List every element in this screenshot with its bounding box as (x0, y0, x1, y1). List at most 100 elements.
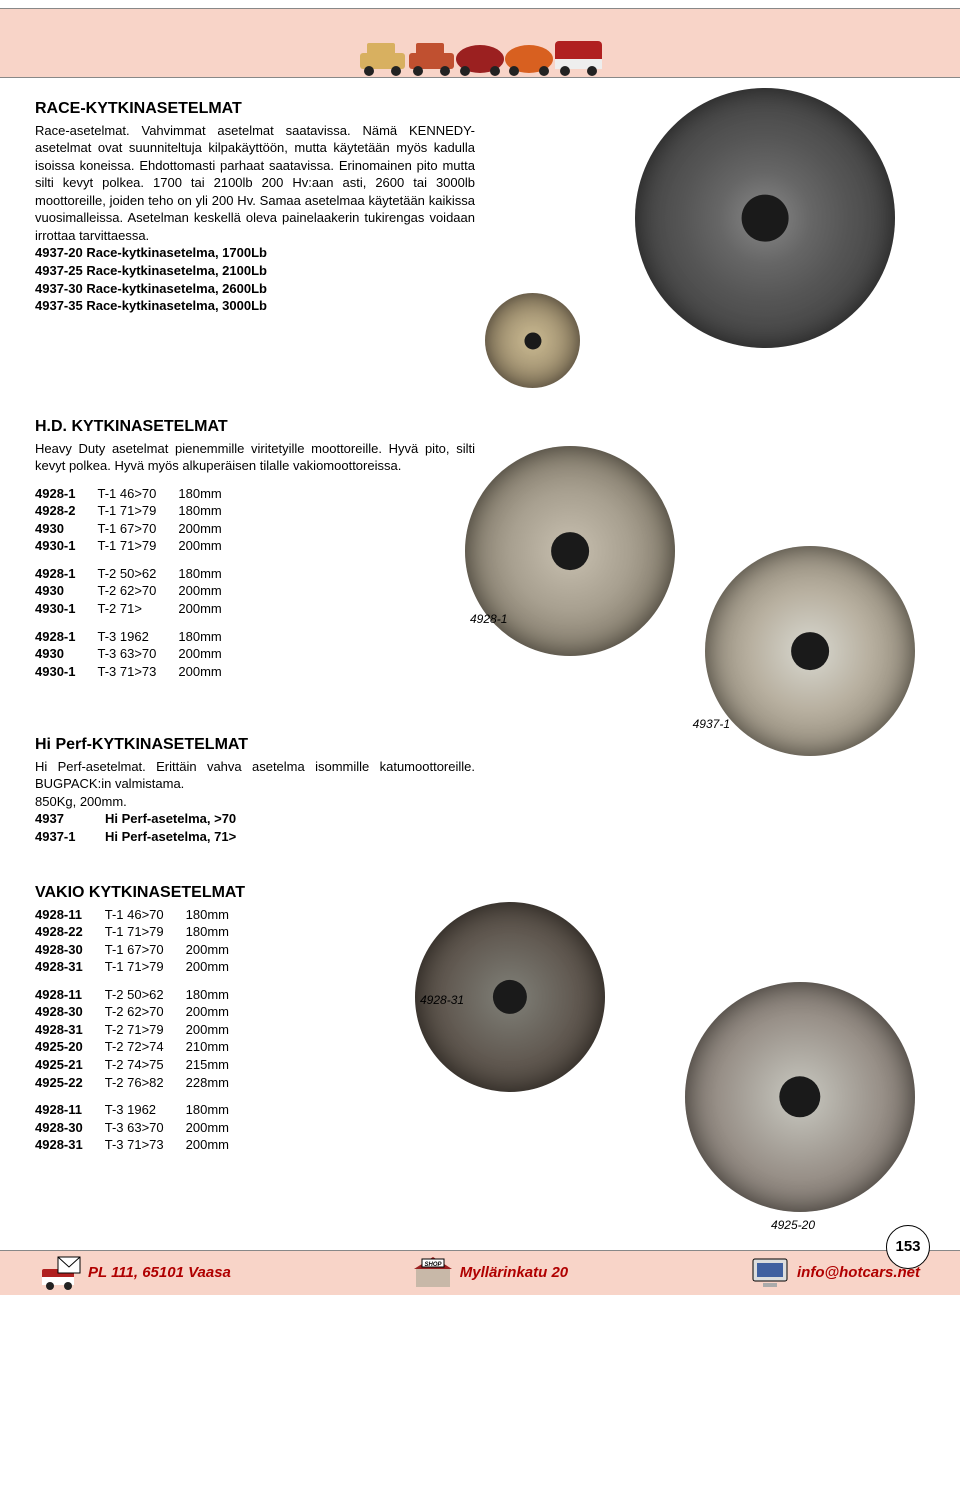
clutch-image-4937-1 (705, 546, 915, 756)
part-line: 4937-1Hi Perf-asetelma, 71> (35, 828, 925, 846)
table-cell: 4928-30 (35, 1119, 105, 1137)
table-row: 4930-1T-3 71>73200mm (35, 663, 244, 681)
table-cell: 200mm (178, 645, 243, 663)
table-cell: 4925-20 (35, 1038, 105, 1056)
mail-van-icon (40, 1255, 82, 1291)
table-cell: 4928-31 (35, 958, 105, 976)
img-label-4928-1: 4928-1 (470, 611, 507, 627)
table-cell: 4930 (35, 520, 97, 538)
table-cell: T-3 1962 (105, 1101, 186, 1119)
table-cell: T-3 1962 (97, 628, 178, 646)
table-row: 4928-30T-1 67>70200mm (35, 941, 251, 959)
table-cell: 4928-11 (35, 906, 105, 924)
table-cell: 200mm (178, 600, 243, 618)
table-cell: 4928-11 (35, 1101, 105, 1119)
table-cell: 200mm (178, 537, 243, 555)
table-row: 4928-30T-2 62>70200mm (35, 1003, 251, 1021)
table-cell: 200mm (186, 941, 251, 959)
table-cell: 180mm (178, 565, 243, 583)
table-row: 4930T-1 67>70200mm (35, 520, 244, 538)
table-cell: T-3 63>70 (97, 645, 178, 663)
table-row: 4930-1T-1 71>79200mm (35, 537, 244, 555)
table-cell: 4928-31 (35, 1136, 105, 1154)
img-label-4925-20: 4925-20 (771, 1217, 815, 1233)
computer-icon (749, 1255, 791, 1291)
table-cell: 4928-22 (35, 923, 105, 941)
section-hiperf-title: Hi Perf-KYTKINASETELMAT (35, 734, 925, 756)
table-row: 4928-31T-2 71>79200mm (35, 1021, 251, 1039)
table-cell: 4928-1 (35, 565, 97, 583)
table-row: 4928-1T-3 1962180mm (35, 628, 244, 646)
table-cell: T-1 71>79 (97, 537, 178, 555)
footer-street: Myllärinkatu 20 (460, 1263, 568, 1283)
table-cell: 4928-2 (35, 502, 97, 520)
section-hd-title: H.D. KYTKINASETELMAT (35, 416, 925, 438)
table-cell: 180mm (186, 986, 251, 1004)
table-row: 4930T-2 62>70200mm (35, 582, 244, 600)
page-content: RACE-KYTKINASETELMAT Race-asetelmat. Vah… (0, 78, 960, 1250)
table-cell: T-1 67>70 (105, 941, 186, 959)
car-icon-4 (502, 35, 557, 77)
table-cell: 210mm (186, 1038, 251, 1056)
table-cell: T-1 71>79 (105, 958, 186, 976)
table-cell: 200mm (178, 663, 243, 681)
table-row: 4925-20T-2 72>74210mm (35, 1038, 251, 1056)
section-race-body: Race-asetelmat. Vahvimmat asetelmat saat… (35, 122, 475, 245)
table-cell: 4930-1 (35, 663, 97, 681)
table-cell: 200mm (186, 958, 251, 976)
table-cell: T-2 62>70 (105, 1003, 186, 1021)
table-cell: 180mm (186, 906, 251, 924)
img-label-4928-31: 4928-31 (420, 992, 464, 1008)
table-row: 4928-22T-1 71>79180mm (35, 923, 251, 941)
table-cell: T-3 71>73 (97, 663, 178, 681)
table-cell: 4928-11 (35, 986, 105, 1004)
section-vakio: VAKIO KYTKINASETELMAT 4928-11T-1 46>7018… (35, 882, 925, 1202)
table-cell: 4930 (35, 582, 97, 600)
table-cell: 4930 (35, 645, 97, 663)
car-icon-2 (404, 35, 459, 77)
table-row: 4928-30T-3 63>70200mm (35, 1119, 251, 1137)
table-cell: T-1 71>79 (97, 502, 178, 520)
clutch-image-race (635, 88, 895, 348)
table-cell: 200mm (186, 1119, 251, 1137)
car-illustrations (358, 35, 603, 77)
section-hd-body: Heavy Duty asetelmat pienemmille viritet… (35, 440, 475, 475)
page-footer: 153 PL 111, 65101 Vaasa SHOP Myllärinkat… (0, 1250, 960, 1295)
table-row: 4925-21T-2 74>75215mm (35, 1056, 251, 1074)
table-cell: T-2 50>62 (97, 565, 178, 583)
table-row: 4928-11T-1 46>70180mm (35, 906, 251, 924)
svg-text:SHOP: SHOP (424, 1262, 442, 1268)
table-cell: T-2 76>82 (105, 1074, 186, 1092)
section-hiperf-parts: 4937Hi Perf-asetelma, >704937-1Hi Perf-a… (35, 810, 925, 845)
table-cell: T-2 71> (97, 600, 178, 618)
table-cell: 228mm (186, 1074, 251, 1092)
table-row: 4930-1T-2 71>200mm (35, 600, 244, 618)
shop-icon: SHOP (412, 1255, 454, 1291)
table-cell: 180mm (178, 502, 243, 520)
clutch-image-small (485, 293, 580, 388)
table-cell: 4930-1 (35, 537, 97, 555)
header-band (0, 8, 960, 78)
table-cell: 200mm (186, 1021, 251, 1039)
table-cell: 4928-1 (35, 485, 97, 503)
section-hiperf: Hi Perf-KYTKINASETELMAT Hi Perf-asetelma… (35, 734, 925, 854)
table-cell: 200mm (178, 582, 243, 600)
table-cell: 180mm (186, 1101, 251, 1119)
table-cell: T-2 62>70 (97, 582, 178, 600)
table-row: 4928-31T-3 71>73200mm (35, 1136, 251, 1154)
table-cell: 4930-1 (35, 600, 97, 618)
part-line: 4937Hi Perf-asetelma, >70 (35, 810, 925, 828)
clutch-image-4925-20 (685, 982, 915, 1212)
table-row: 4928-1T-2 50>62180mm (35, 565, 244, 583)
table-cell: 4928-1 (35, 628, 97, 646)
table-row: 4928-31T-1 71>79200mm (35, 958, 251, 976)
table-row: 4928-11T-2 50>62180mm (35, 986, 251, 1004)
table-cell: 180mm (178, 485, 243, 503)
section-hiperf-body: Hi Perf-asetelmat. Erittäin vahva asetel… (35, 758, 475, 811)
table-cell: 4925-22 (35, 1074, 105, 1092)
table-row: 4928-1T-1 46>70180mm (35, 485, 244, 503)
table-cell: T-1 46>70 (97, 485, 178, 503)
table-cell: 4928-31 (35, 1021, 105, 1039)
section-race: RACE-KYTKINASETELMAT Race-asetelmat. Vah… (35, 98, 925, 388)
footer-address-block: PL 111, 65101 Vaasa (40, 1255, 231, 1291)
